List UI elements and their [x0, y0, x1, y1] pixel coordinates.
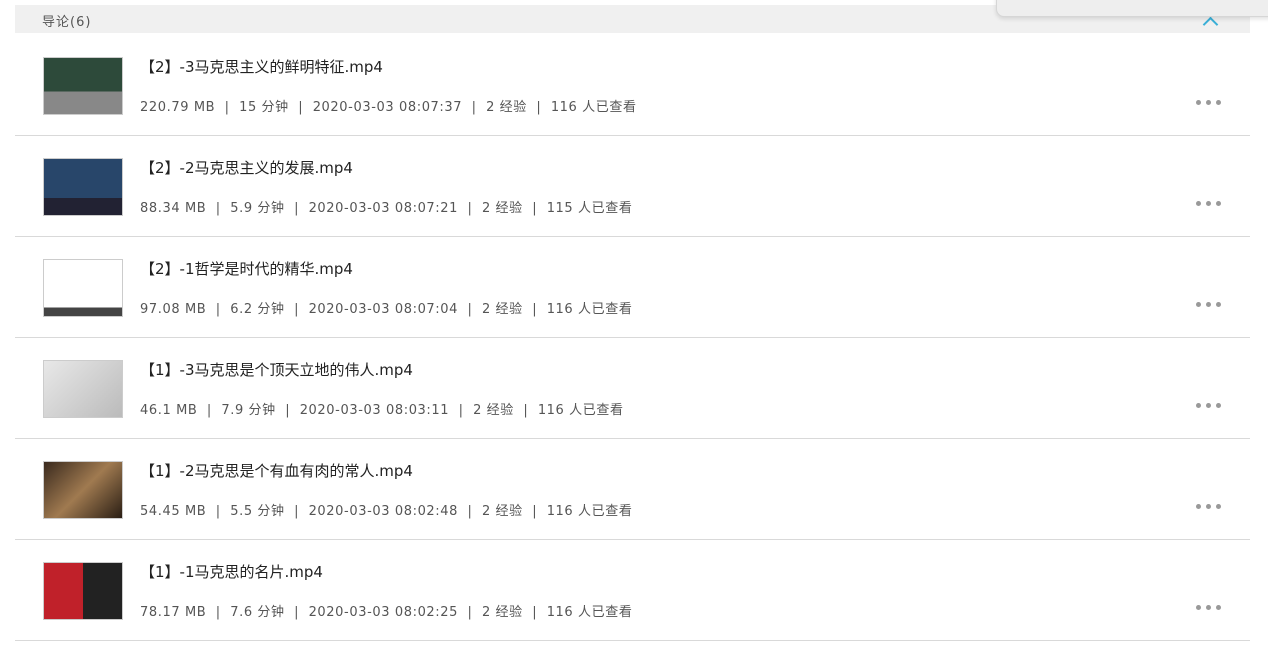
video-thumbnail[interactable] [43, 461, 123, 519]
video-thumbnail[interactable] [43, 57, 123, 115]
duration: 5.9 分钟 [230, 201, 285, 216]
popup-panel [996, 0, 1268, 17]
video-meta: 78.17 MB | 7.6 分钟 | 2020-03-03 08:02:25 … [140, 605, 633, 620]
upload-date: 2020-03-03 08:07:37 [312, 100, 463, 115]
more-options-icon[interactable] [1196, 605, 1221, 610]
experience: 2 经验 [473, 403, 514, 418]
file-size: 46.1 MB [140, 403, 198, 418]
more-options-icon[interactable] [1196, 504, 1221, 509]
video-meta: 46.1 MB | 7.9 分钟 | 2020-03-03 08:03:11 |… [140, 403, 624, 418]
duration: 15 分钟 [239, 100, 289, 115]
section-title: 导论(6) [42, 15, 92, 30]
upload-date: 2020-03-03 08:03:11 [299, 403, 450, 418]
video-meta: 88.34 MB | 5.9 分钟 | 2020-03-03 08:07:21 … [140, 201, 633, 216]
video-title[interactable]: 【1】-3马克思是个顶天立地的伟人.mp4 [140, 361, 413, 379]
duration: 6.2 分钟 [230, 302, 285, 317]
video-title[interactable]: 【1】-1马克思的名片.mp4 [140, 563, 323, 581]
video-thumbnail[interactable] [43, 158, 123, 216]
experience: 2 经验 [481, 605, 523, 620]
list-item[interactable]: 【2】-3马克思主义的鲜明特征.mp4 220.79 MB | 15 分钟 | … [15, 34, 1250, 136]
upload-date: 2020-03-03 08:07:04 [308, 302, 459, 317]
view-count: 116 人已查看 [550, 100, 637, 115]
upload-date: 2020-03-03 08:07:21 [308, 201, 459, 216]
video-title[interactable]: 【2】-1哲学是时代的精华.mp4 [140, 260, 353, 278]
video-meta: 220.79 MB | 15 分钟 | 2020-03-03 08:07:37 … [140, 100, 637, 115]
chevron-up-icon[interactable] [1202, 16, 1219, 33]
video-thumbnail[interactable] [43, 259, 123, 317]
video-title[interactable]: 【1】-2马克思是个有血有肉的常人.mp4 [140, 462, 413, 480]
duration: 5.5 分钟 [230, 504, 285, 519]
video-thumbnail[interactable] [43, 562, 123, 620]
list-item[interactable]: 【2】-1哲学是时代的精华.mp4 97.08 MB | 6.2 分钟 | 20… [15, 236, 1250, 338]
video-title[interactable]: 【2】-3马克思主义的鲜明特征.mp4 [140, 58, 383, 76]
view-count: 115 人已查看 [546, 201, 633, 216]
duration: 7.6 分钟 [230, 605, 285, 620]
list-item[interactable]: 【1】-1马克思的名片.mp4 78.17 MB | 7.6 分钟 | 2020… [15, 539, 1250, 641]
upload-date: 2020-03-03 08:02:25 [308, 605, 459, 620]
list-item[interactable]: 【1】-3马克思是个顶天立地的伟人.mp4 46.1 MB | 7.9 分钟 |… [15, 337, 1250, 439]
file-size: 220.79 MB [140, 100, 216, 115]
file-size: 88.34 MB [140, 201, 207, 216]
more-options-icon[interactable] [1196, 403, 1221, 408]
upload-date: 2020-03-03 08:02:48 [308, 504, 459, 519]
view-count: 116 人已查看 [537, 403, 624, 418]
experience: 2 经验 [481, 302, 523, 317]
video-meta: 54.45 MB | 5.5 分钟 | 2020-03-03 08:02:48 … [140, 504, 633, 519]
video-thumbnail[interactable] [43, 360, 123, 418]
duration: 7.9 分钟 [221, 403, 276, 418]
view-count: 116 人已查看 [546, 302, 633, 317]
more-options-icon[interactable] [1196, 100, 1221, 105]
experience: 2 经验 [481, 201, 523, 216]
experience: 2 经验 [481, 504, 523, 519]
experience: 2 经验 [486, 100, 527, 115]
list-item[interactable]: 【2】-2马克思主义的发展.mp4 88.34 MB | 5.9 分钟 | 20… [15, 135, 1250, 237]
video-meta: 97.08 MB | 6.2 分钟 | 2020-03-03 08:07:04 … [140, 302, 633, 317]
view-count: 116 人已查看 [546, 605, 633, 620]
more-options-icon[interactable] [1196, 201, 1221, 206]
file-size: 78.17 MB [140, 605, 207, 620]
more-options-icon[interactable] [1196, 302, 1221, 307]
file-size: 54.45 MB [140, 504, 207, 519]
view-count: 116 人已查看 [546, 504, 633, 519]
video-title[interactable]: 【2】-2马克思主义的发展.mp4 [140, 159, 353, 177]
list-item[interactable]: 【1】-2马克思是个有血有肉的常人.mp4 54.45 MB | 5.5 分钟 … [15, 438, 1250, 540]
file-size: 97.08 MB [140, 302, 207, 317]
